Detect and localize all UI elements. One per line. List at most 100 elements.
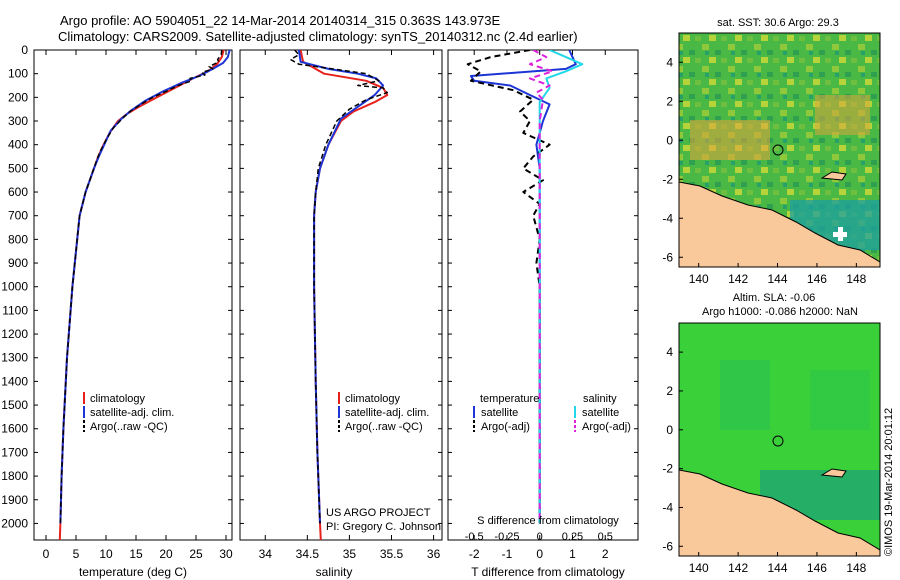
- depth-tick-label: 300: [8, 114, 28, 128]
- depth-tick-label: 1000: [1, 280, 28, 294]
- legend-label-s-satellite: satellite: [582, 407, 619, 419]
- depth-tick-label: 1700: [1, 445, 28, 459]
- map-y-tick-label: -4: [662, 211, 673, 225]
- s-difference-label: S difference from climatology: [477, 515, 619, 527]
- island-outline: [820, 171, 847, 181]
- sst-warm-patch: [690, 120, 770, 160]
- depth-tick-label: 1900: [1, 493, 28, 507]
- depth-tick-label: 500: [8, 161, 28, 175]
- x-tick-label: -1: [502, 547, 513, 561]
- sst-map-ticks: 140 142 144 146 148 4 2 0 -2 -4 -6: [662, 55, 866, 286]
- map-x-tick-label: 142: [728, 561, 748, 575]
- legend-label-climatology: climatology: [90, 393, 146, 405]
- depth-tick-label: 100: [8, 67, 28, 81]
- map-y-tick-label: -6: [662, 539, 673, 553]
- series-s-satellite: [538, 50, 584, 524]
- depth-tick-label: 600: [8, 185, 28, 199]
- map-x-tick-label: 148: [846, 561, 866, 575]
- legend-label-t-satellite: satellite: [481, 407, 518, 419]
- x-tick-label: 20: [159, 547, 173, 561]
- sla-map-ticks: 140 142 144 146 148 4 2 0 -2 -4 -6: [662, 345, 866, 575]
- x-tick-label: 5: [73, 547, 80, 561]
- legend-label-argo: Argo(..raw -QC): [345, 421, 423, 433]
- legend-label-s-argo: Argo(-adj): [582, 421, 631, 433]
- map-y-tick-label: -2: [662, 172, 673, 186]
- s-tick-label: 0.25: [562, 531, 583, 543]
- project-label: US ARGO PROJECT: [326, 507, 431, 519]
- depth-tick-label: 1300: [1, 351, 28, 365]
- sla-shade-2: [810, 370, 870, 430]
- legend-label-satellite: satellite-adj. clim.: [345, 407, 429, 419]
- depth-tick-label: 700: [8, 209, 28, 223]
- sst-map: sat. SST: 30.6 Argo: 29.3 140 142 144 146 14…: [662, 17, 881, 286]
- sla-map-frame: [678, 322, 881, 557]
- sla-map-title-2: Argo h1000: -0.086 h2000: NaN: [702, 306, 858, 318]
- depth-tick-label: 900: [8, 256, 28, 270]
- s-tick-label: -0.5: [465, 531, 484, 543]
- land-new-guinea: [679, 469, 880, 556]
- depth-tick-label: 200: [8, 90, 28, 104]
- s-tick-label: 0.5: [598, 531, 613, 543]
- salinity-series: [289, 50, 389, 540]
- imos-timestamp: ©IMOS 19-Mar-2014 20:01:12: [883, 407, 895, 556]
- depth-tick-label: 400: [8, 138, 28, 152]
- temperature-plot: 0100200300400500600700800900100011001200…: [1, 43, 233, 579]
- temperature-x-ticks: 0 5 10 15 20 25 30: [34, 49, 233, 561]
- map-y-tick-label: 2: [666, 384, 673, 398]
- map-x-tick-label: 140: [689, 272, 709, 286]
- x-tick-label: 35.5: [380, 547, 404, 561]
- depth-tick-label: 1600: [1, 422, 28, 436]
- legend-label-satellite: satellite-adj. clim.: [90, 407, 174, 419]
- s-tick-label: 0: [537, 531, 543, 543]
- sst-warm-patch-2: [815, 95, 870, 135]
- map-y-tick-label: 4: [666, 345, 673, 359]
- x-tick-label: -2: [469, 547, 480, 561]
- x-tick-label: 25: [189, 547, 203, 561]
- difference-legend: temperature salinity satellite Argo(-adj…: [473, 393, 631, 433]
- series-satellite-adj-clim: [297, 50, 385, 524]
- salinity-plot: 34 34.5 35 35.5 36 climatology satellite-adj…: [239, 49, 443, 579]
- depth-ticks: 0 100 200 300 400 500 600 700 800 900 1000 1100 1200…: [1, 43, 28, 530]
- s-tick-label: -0.25: [494, 531, 519, 543]
- depth-tick-label: 1100: [2, 303, 28, 317]
- difference-x-ticks: -2 -1 0 1 2: [448, 49, 638, 561]
- difference-plot: -2 -1 0 1 2 temperature salinity satellite A…: [447, 49, 639, 579]
- depth-tick-label: 2000: [1, 516, 28, 530]
- map-y-tick-label: -6: [662, 250, 673, 264]
- temperature-axes-box: [33, 49, 233, 541]
- sla-map-title-1: Altim. SLA: -0.06: [733, 292, 816, 304]
- depth-tick-label: 1200: [1, 327, 28, 341]
- argo-float-marker: [772, 435, 784, 447]
- salinity-xlabel: salinity: [316, 565, 353, 579]
- sla-map: Altim. SLA: -0.06 Argo h1000: -0.086 h20…: [662, 292, 881, 575]
- legend-title-temperature: temperature: [480, 393, 539, 405]
- x-tick-label: 1: [569, 547, 576, 561]
- x-tick-label: 10: [99, 547, 113, 561]
- salinity-legend: climatology satellite-adj. clim. Argo(..…: [338, 392, 429, 433]
- x-tick-label: 2: [602, 547, 609, 561]
- x-tick-label: 0: [536, 547, 543, 561]
- x-tick-label: 30: [219, 547, 233, 561]
- x-tick-label: 36: [427, 547, 441, 561]
- difference-axes-box: [447, 49, 639, 541]
- map-y-tick-label: 0: [666, 423, 673, 437]
- legend-title-salinity: salinity: [583, 393, 617, 405]
- series-argo-raw-qc: [289, 50, 389, 524]
- legend-label-climatology: climatology: [345, 393, 401, 405]
- x-tick-label: 35: [343, 547, 357, 561]
- map-y-tick-label: 0: [666, 133, 673, 147]
- series-s-argo-adj: [528, 50, 554, 524]
- depth-tick-label: 1400: [1, 374, 28, 388]
- map-y-tick-label: 2: [666, 94, 673, 108]
- x-tick-label: 0: [43, 547, 50, 561]
- map-x-tick-label: 148: [846, 272, 866, 286]
- figure-title-line1: Argo profile: AO 5904051_22 14-Mar-2014 …: [60, 13, 501, 28]
- map-y-tick-label: 4: [666, 55, 673, 69]
- map-y-tick-label: -2: [662, 462, 673, 476]
- x-tick-label: 34.5: [296, 547, 320, 561]
- missing-data-cross-2: [838, 227, 843, 241]
- pi-label: PI: Gregory C. Johnson: [326, 521, 441, 533]
- salinity-axes-box: [239, 49, 443, 541]
- map-x-tick-label: 140: [689, 561, 709, 575]
